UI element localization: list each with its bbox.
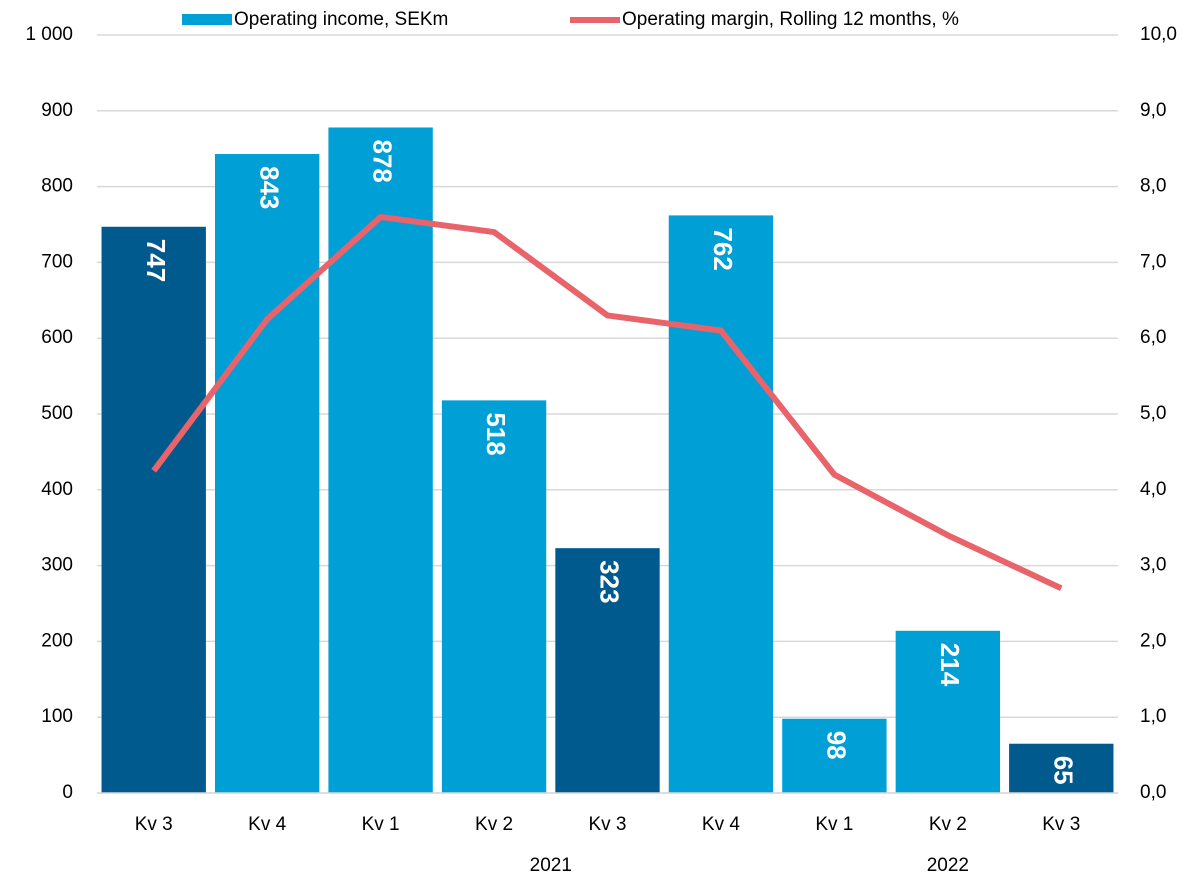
x-tick-label: Kv 1 <box>362 814 400 835</box>
line <box>151 213 1063 592</box>
x-tick-label: Kv 3 <box>588 814 626 835</box>
y2-tick-label: 1,0 <box>1140 706 1166 727</box>
bar <box>441 400 547 793</box>
x-tick-label: Kv 2 <box>929 814 967 835</box>
y-tick-label: 1 000 <box>25 24 73 45</box>
y2-tick-label: 0,0 <box>1140 782 1166 803</box>
bar <box>895 630 1001 793</box>
y2-tick-label: 4,0 <box>1140 479 1166 500</box>
y-tick-label: 600 <box>41 327 73 348</box>
bar <box>668 215 774 794</box>
y-tick-label: 500 <box>41 403 73 424</box>
y-tick-label: 400 <box>41 479 73 500</box>
y-tick-label: 900 <box>41 100 73 121</box>
bar <box>1009 743 1114 793</box>
legend-label: Operating margin, Rolling 12 months, % <box>622 9 959 30</box>
y-tick-label: 700 <box>41 251 73 272</box>
data-label: 843 <box>254 166 284 209</box>
data-label: 214 <box>935 643 965 687</box>
bar <box>328 127 433 793</box>
bar <box>555 548 660 793</box>
data-label: 762 <box>708 227 738 270</box>
y2-tick-label: 9,0 <box>1140 100 1166 121</box>
y-tick-label: 200 <box>41 630 73 651</box>
data-label: 518 <box>481 412 511 455</box>
x-group-label: 2022 <box>927 855 969 874</box>
x-group-label: 2021 <box>530 855 572 874</box>
data-label: 65 <box>1048 756 1078 785</box>
y-tick-label: 0 <box>62 782 73 803</box>
data-label: 98 <box>822 731 852 760</box>
data-label: 323 <box>595 560 625 603</box>
bar <box>782 718 887 793</box>
x-tick-label: Kv 4 <box>702 814 740 835</box>
x-tick-label: Kv 2 <box>475 814 513 835</box>
y2-tick-label: 8,0 <box>1140 176 1166 197</box>
bar <box>214 154 320 794</box>
y-tick-label: 800 <box>41 176 73 197</box>
y2-tick-label: 2,0 <box>1140 630 1166 651</box>
y2-tick-label: 3,0 <box>1140 555 1166 576</box>
x-tick-label: Kv 3 <box>1042 814 1080 835</box>
data-label: 878 <box>368 139 398 182</box>
y-tick-label: 100 <box>41 706 73 727</box>
legend-label: Operating income, SEKm <box>234 9 448 30</box>
y2-tick-label: 5,0 <box>1140 403 1166 424</box>
bar <box>101 226 206 794</box>
y-tick-label: 300 <box>41 555 73 576</box>
data-label: 747 <box>141 239 171 282</box>
x-tick-label: Kv 3 <box>135 814 173 835</box>
y2-tick-label: 7,0 <box>1140 251 1166 272</box>
x-tick-label: Kv 1 <box>815 814 853 835</box>
y2-tick-label: 10,0 <box>1140 24 1177 45</box>
legend-swatch <box>182 14 232 25</box>
y2-tick-label: 6,0 <box>1140 327 1166 348</box>
x-tick-label: Kv 4 <box>248 814 286 835</box>
